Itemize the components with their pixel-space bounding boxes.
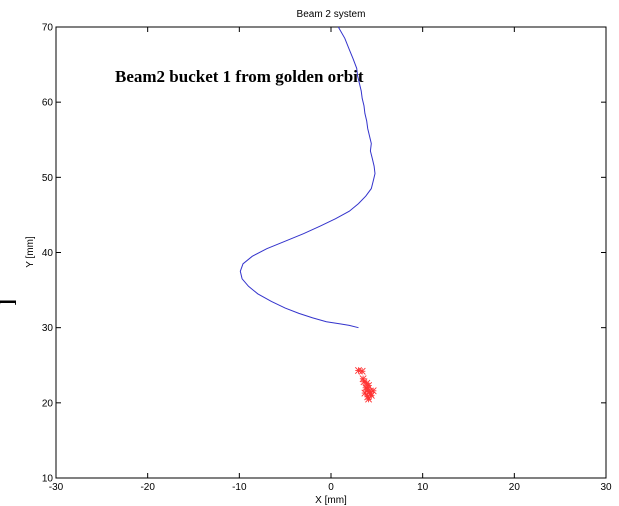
- bucket-marker-series: [354, 366, 377, 403]
- scatter-point: [365, 395, 373, 403]
- y-tick-label: 20: [42, 398, 54, 409]
- y-tick-label: 40: [42, 248, 54, 259]
- side-mark: [: [0, 299, 19, 306]
- x-tick-label: 10: [417, 482, 429, 493]
- x-tick-label: -30: [49, 482, 64, 493]
- x-tick-label: -10: [232, 482, 247, 493]
- x-tick-label: 30: [600, 482, 612, 493]
- y-tick-label: 10: [42, 474, 54, 485]
- series-layer: [239, 26, 377, 403]
- scatter-point: [358, 367, 366, 375]
- y-axis-label: Y [mm]: [25, 236, 36, 268]
- x-tick-label: -20: [140, 482, 155, 493]
- y-tick-label: 30: [42, 323, 54, 334]
- orbit-line-series: [239, 26, 376, 329]
- y-tick-label: 50: [42, 173, 54, 184]
- y-axis: 10 20 30 40 50 60 70: [42, 23, 606, 485]
- scatter-point: [369, 387, 377, 395]
- x-axis-label: X [mm]: [315, 495, 347, 506]
- x-tick-label: 0: [328, 482, 334, 493]
- plot-area: [55, 26, 607, 479]
- scatter-point: [359, 375, 367, 383]
- y-tick-label: 70: [42, 23, 54, 34]
- chart-title: Beam 2 system: [297, 9, 366, 20]
- x-axis: -30 -20 -10 0 10 20 30: [49, 27, 612, 493]
- scatter-point: [361, 389, 369, 397]
- chart-annotation: Beam2 bucket 1 from golden orbit: [115, 67, 364, 86]
- x-tick-label: 20: [509, 482, 521, 493]
- y-tick-label: 60: [42, 98, 54, 109]
